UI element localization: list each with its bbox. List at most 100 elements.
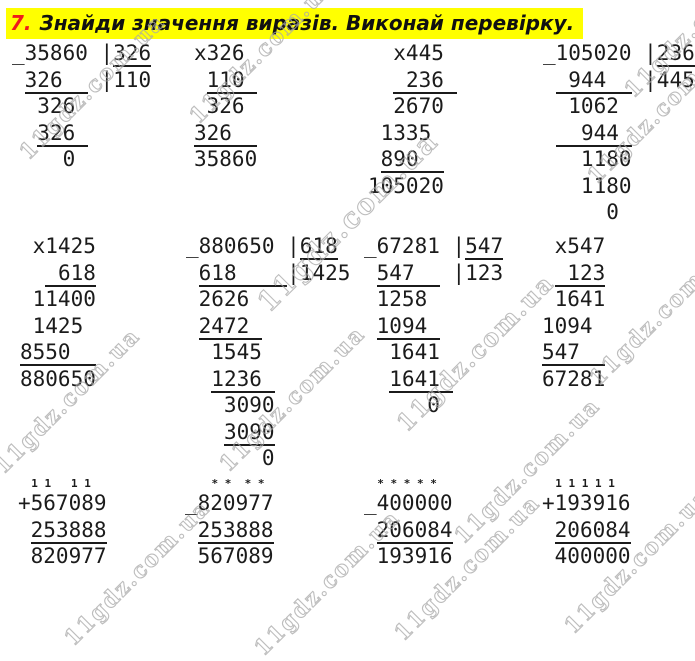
math-line: 547: [542, 339, 606, 366]
segment: 0: [186, 446, 275, 470]
segment: [186, 420, 224, 444]
segment: 1094: [542, 313, 593, 338]
segment: [194, 68, 207, 92]
underlined-segment: 3090: [223, 419, 275, 446]
underlined-segment: 326: [37, 120, 88, 147]
segment: [364, 518, 377, 542]
segment: 67281: [542, 366, 606, 391]
segment: 1180: [543, 147, 632, 171]
math-line: +193916: [542, 490, 631, 517]
underlined-segment: 944: [555, 67, 632, 94]
math-line: 11400: [20, 286, 96, 313]
segment: [368, 147, 381, 171]
math-line: 618 |1425: [186, 260, 350, 287]
math-line: 1180: [543, 146, 695, 173]
math-line: 1335: [368, 120, 457, 147]
division-67281-by-547: _67281 |547 547 |123 1258 1094 1641 1641…: [364, 233, 504, 419]
math-line: 2626: [186, 286, 350, 313]
carry-marks: * * * * *: [364, 477, 437, 490]
segment: [543, 68, 556, 92]
segment: 1180: [543, 173, 632, 198]
segment: _105020 |: [543, 41, 657, 65]
math-line: 2472: [186, 313, 350, 340]
segment: |123: [439, 260, 504, 285]
math-line: 567089: [185, 543, 274, 570]
math-line: _67281 |547: [364, 233, 504, 260]
segment: 1545: [186, 340, 262, 364]
segment: x326: [194, 41, 245, 65]
underlined-segment: 236: [393, 67, 457, 94]
math-line: 206084: [364, 517, 453, 544]
math-line: 3090: [186, 419, 350, 446]
task-number: 7.: [10, 11, 32, 35]
underlined-segment: 326: [113, 41, 152, 67]
carry-marks: 1 1 1 1: [18, 477, 91, 490]
math-line: 1545: [186, 339, 350, 366]
math-line: 236: [368, 67, 457, 94]
segment: 11400: [20, 287, 96, 311]
math-line: 326: [194, 120, 258, 147]
segment: _820977: [185, 491, 274, 515]
carry-marks: 1 1 1 1 1: [542, 477, 615, 490]
segment: 0: [12, 147, 76, 171]
math-line: 618: [20, 260, 96, 287]
underlined-segment: 326: [24, 67, 88, 94]
segment: x1425: [20, 234, 96, 258]
math-line: 547 |123: [364, 260, 503, 287]
underlined-segment: 547: [465, 234, 504, 260]
math-line: 0: [543, 199, 695, 226]
underlined-segment: 618: [198, 260, 288, 287]
segment: [186, 261, 199, 285]
math-line: 880650: [20, 366, 96, 393]
segment: 880650: [20, 366, 96, 391]
underlined-segment: 206084: [554, 517, 631, 544]
segment: 1335: [368, 120, 432, 145]
segment: [185, 518, 198, 542]
segment: [364, 261, 377, 285]
check-division-880650-by-618: _880650 |618 618 |1425 2626 2472 1545 12…: [186, 233, 350, 472]
segment: [20, 261, 45, 285]
segment: 1641: [542, 287, 606, 311]
math-line: 0: [186, 445, 350, 472]
carry-marks: * * * *: [185, 477, 265, 490]
addition-567089-plus-253888: 1 1 1 1 +567089 253888 820977: [18, 477, 107, 570]
segment: 1641: [364, 340, 440, 364]
segment: [12, 121, 37, 145]
math-line: 944: [543, 120, 695, 147]
check-division-105020-by-236: _105020 |236 944 |445 1062 944 1180 1180…: [543, 40, 695, 226]
underlined-segment: 2472: [198, 313, 262, 340]
check-subtraction-820977-minus-253888: * * * * _820977 253888 567089: [185, 477, 274, 570]
math-line: 890: [368, 146, 457, 173]
segment: 1425: [20, 313, 84, 338]
math-line: 326: [12, 93, 151, 120]
math-line: 1641: [542, 286, 606, 313]
underlined-segment: 1094: [376, 313, 440, 340]
underlined-segment: 618: [299, 234, 338, 260]
math-line: _880650 |618: [186, 233, 350, 260]
segment: [186, 314, 199, 338]
underlined-segment: 8550: [20, 340, 96, 366]
math-line: 193916: [364, 543, 453, 570]
underlined-segment: 547: [376, 260, 440, 287]
math-line: 8550: [20, 339, 96, 366]
math-line: 820977: [18, 543, 107, 570]
math-line: 3090: [186, 392, 350, 419]
segment: x445: [368, 41, 444, 65]
math-line: 400000: [542, 543, 631, 570]
underlined-segment: 123: [554, 260, 606, 287]
segment: [364, 314, 377, 338]
underlined-segment: 326: [194, 120, 258, 147]
division-35860-by-326: _35860 |326 326 |110 326 326 0: [12, 40, 152, 173]
math-line: _820977: [185, 490, 274, 517]
math-line: 67281: [542, 366, 605, 393]
math-line: 1180: [543, 173, 695, 200]
math-line: 326: [12, 120, 151, 147]
math-line: _105020 |236: [543, 40, 695, 67]
math-line: 1062: [543, 93, 695, 120]
segment: 400000: [542, 544, 631, 568]
math-line: x547: [542, 233, 606, 260]
segment: 2626: [186, 287, 250, 311]
segment: 1062: [543, 94, 619, 118]
segment: 326: [194, 94, 245, 118]
math-line: 1641: [364, 339, 503, 366]
